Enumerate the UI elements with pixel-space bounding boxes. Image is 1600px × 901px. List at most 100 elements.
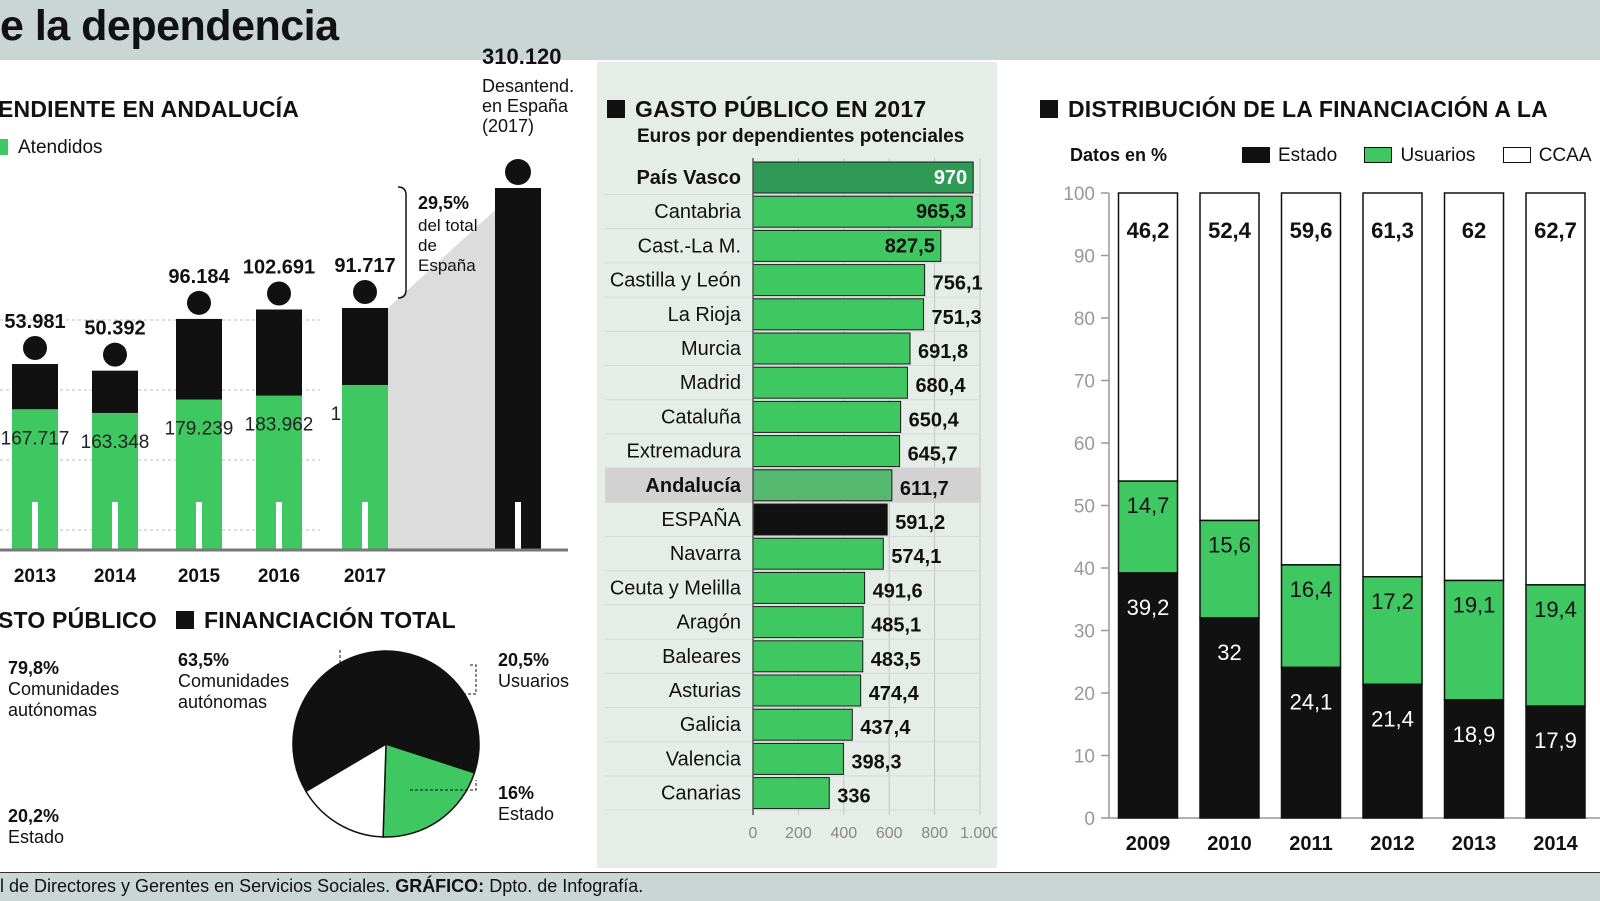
bar-ccaa-2012 (1362, 192, 1423, 578)
row-separator-pais-vasco (605, 194, 981, 195)
bar-espana (752, 503, 888, 536)
gasto-estado-label: 20,2% Estado (8, 806, 64, 848)
tick-year-2015: 2015 (178, 566, 221, 587)
row-separator-la-rioja (605, 330, 981, 332)
mid-xtick-2: 400 (830, 825, 857, 842)
right-units-label: Datos en % (1070, 145, 1168, 165)
row-separator-murcia (605, 365, 981, 366)
financiacion-title-square (176, 611, 194, 629)
label-unattended-2015: 96.184 (168, 266, 230, 288)
right-ytick-0: 0 (1084, 809, 1095, 830)
bar-estado-2012 (1362, 683, 1423, 819)
row-separator-andalucia (605, 501, 981, 503)
left-bar-chart: 53.981 167.717 2013 50.392 163.348 2014 96.184… (0, 159, 568, 587)
spain-label-line-2: en España (482, 96, 569, 116)
label-estado-2013: 18,9 (1453, 722, 1496, 747)
tick-year-2009: 2009 (1126, 833, 1171, 855)
legend-estado-swatch (1242, 147, 1270, 163)
percent-note-line-3: España (418, 256, 476, 275)
bar-estado-2009 (1117, 572, 1179, 819)
bar-estado-2011 (1280, 666, 1342, 819)
bar-head-2017 (353, 279, 377, 304)
bar-galicia (752, 708, 853, 741)
financiacion-total-title: FINANCIACIÓN TOTAL (176, 607, 456, 634)
tick-year-2013: 2013 (1452, 833, 1497, 855)
tick-year-2017: 2017 (344, 566, 386, 587)
right-ytick-10: 10 (1074, 747, 1095, 768)
label-ccaa-2014: 62,7 (1534, 218, 1577, 243)
legend-attended: Atendidos (0, 137, 103, 159)
label-ccaa-2009: 46,2 (1127, 218, 1170, 243)
mid-xtick-1: 200 (785, 825, 812, 842)
footer-source: l de Directores y Gerentes en Servicios … (0, 876, 391, 896)
gasto-estado-text: Estado (8, 827, 65, 847)
bar-spain-unattended (495, 188, 541, 550)
fin-ccaa-label-2: autónomas (178, 692, 268, 712)
right-ytick-20: 20 (1074, 684, 1095, 705)
label-ccaa-2013: 62 (1462, 218, 1486, 243)
bar-head-2015 (187, 290, 211, 315)
value-navarra: 574,1 (891, 546, 941, 568)
fin-usuarios-label: 20,5% Usuarios (498, 650, 569, 692)
row-separator-canarias (605, 809, 981, 811)
bar-usuarios-2011 (1280, 564, 1342, 669)
label-unattended-2017: 91.717 (334, 255, 395, 277)
middle-chart-title-text: GASTO PÚBLICO EN 2017 (635, 96, 927, 122)
bar-cataluna (752, 400, 902, 433)
label-valencia: Valencia (666, 748, 742, 770)
label-attended-2014: 163.348 (81, 432, 150, 453)
bar-valencia (752, 742, 844, 775)
value-aragon: 485,1 (871, 615, 921, 637)
bar-murcia (752, 332, 911, 365)
value-andalucia: 611,7 (900, 478, 949, 500)
right-legend: Estado Usuarios CCAA (1242, 145, 1592, 167)
label-usuarios-2009: 14,7 (1127, 493, 1170, 518)
row-separator-cast-la-m (605, 262, 981, 264)
legend-ccaa-label: CCAA (1538, 145, 1592, 166)
right-chart-title: DISTRIBUCIÓN DE LA FINANCIACIÓN A LA (1040, 96, 1548, 123)
tick-year-2016: 2016 (258, 566, 300, 587)
label-usuarios-2013: 19,1 (1453, 593, 1496, 618)
right-ytick-90: 90 (1074, 247, 1095, 268)
bar-estado-2014 (1525, 705, 1586, 819)
row-separator-madrid (605, 399, 981, 401)
value-espana: 591,2 (895, 512, 945, 534)
bar-ceuta-y-melilla (752, 571, 866, 604)
right-ytick-40: 40 (1074, 559, 1095, 580)
bar-spain-figure-leg (515, 502, 521, 550)
financiacion-pie-chart (292, 650, 480, 838)
mid-xtick-5: 1.000 (960, 825, 997, 842)
right-stacked-chart: 0 10 20 30 40 50 60 70 80 90 100 46,2 14,7 39,2 2009 52… (1063, 184, 1600, 855)
pie-leader-estado (410, 780, 477, 791)
row-separator-galicia (605, 741, 981, 743)
tick-year-2013: 2013 (14, 566, 56, 587)
row-separator-ceuta-y-melilla (605, 604, 981, 606)
left-chart-title-text: ENDIENTE EN ANDALUCÍA (0, 96, 300, 122)
bar-unattended-2015 (176, 318, 222, 400)
row-separator-navarra (605, 570, 981, 572)
gasto-ccaa-label: 79,8% Comunidades autónomas (8, 658, 119, 721)
bar-head-2013 (23, 335, 47, 360)
label-usuarios-2011: 16,4 (1290, 577, 1333, 602)
row-separator-baleares (605, 672, 981, 674)
value-valencia: 398,3 (851, 751, 901, 773)
projection-shape (388, 190, 517, 550)
bar-usuarios-2013 (1443, 579, 1505, 701)
bar-usuarios-2014 (1525, 584, 1586, 707)
row-separator-asturias (605, 707, 981, 708)
label-cast-la-m: Cast.-La M. (638, 235, 741, 257)
right-ytick-30: 30 (1074, 622, 1095, 643)
spain-label: Desantend. en España (2017) (482, 76, 574, 136)
bar-asturias (752, 674, 862, 707)
spain-label-line-3: (2017) (482, 116, 535, 136)
mid-xtick-0: 0 (749, 825, 758, 842)
label-canarias: Canarias (661, 783, 741, 805)
label-usuarios-2012: 17,2 (1371, 589, 1414, 614)
label-estado-2010: 32 (1217, 640, 1241, 665)
bar-usuarios-2012 (1362, 576, 1423, 685)
bar-aragon (752, 606, 864, 639)
left-chart-title: ENDIENTE EN ANDALUCÍA (0, 96, 299, 123)
fin-estado-label: 16% Estado (498, 783, 554, 825)
fin-usuarios-pct: 20,5% (498, 650, 550, 670)
label-ceuta-y-melilla: Ceuta y Melilla (610, 577, 742, 599)
